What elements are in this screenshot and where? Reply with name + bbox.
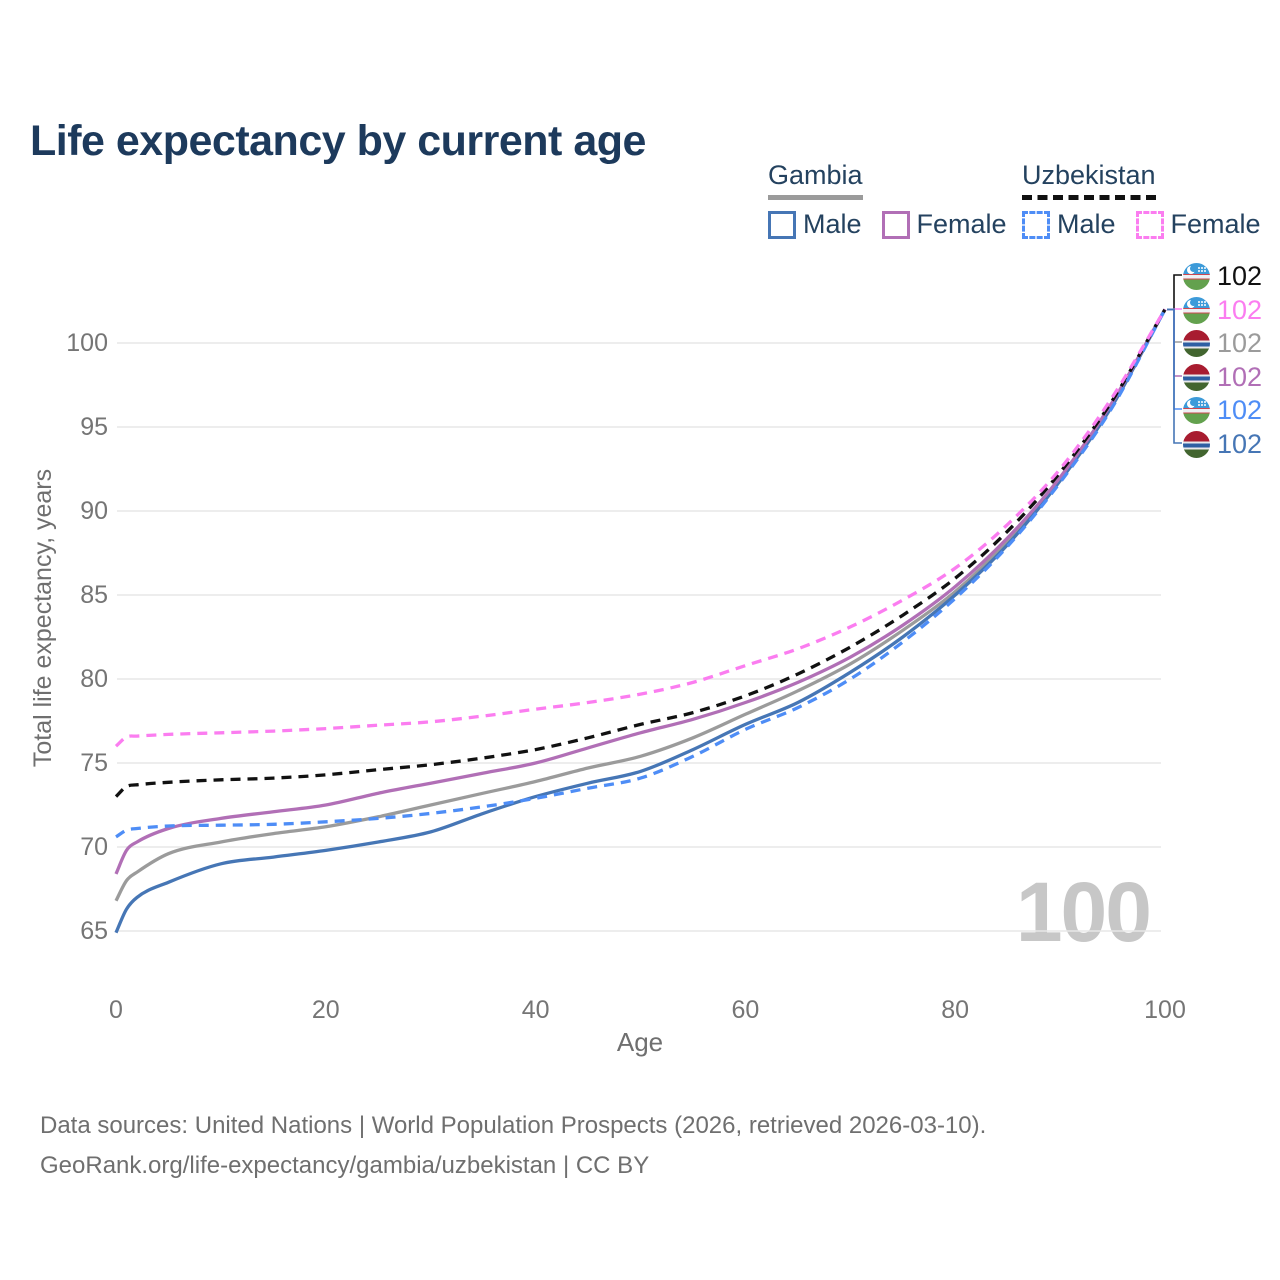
series-line-gambia-female[interactable] [114, 308, 1167, 875]
legend-row-uzbekistan: Male Female [1022, 209, 1280, 240]
legend-country-uzbekistan[interactable]: Uzbekistan [1022, 160, 1156, 200]
footer: Data sources: United Nations | World Pop… [40, 1106, 986, 1186]
legend-country-gambia[interactable]: Gambia [768, 160, 863, 200]
hovered-age-watermark: 100 [1015, 865, 1152, 959]
legend-swatch-uzbekistan-male[interactable] [1022, 210, 1050, 239]
legend-label-uzbekistan-male[interactable]: Male [1057, 209, 1116, 239]
legend-swatch-uzbekistan-female[interactable] [1135, 210, 1164, 239]
legend-label-gambia-female[interactable]: Female [916, 209, 1007, 239]
end-label-connector [1167, 274, 1182, 311]
legend-row-gambia: Male Female [768, 209, 1027, 240]
legend-swatch-gambia-male[interactable] [768, 210, 796, 239]
footer-data-sources: Data sources: United Nations | World Pop… [40, 1112, 987, 1139]
series-line-gambia-male[interactable] [114, 308, 1167, 934]
page-title: Life expectancy by current age [30, 116, 646, 165]
legend-label-uzbekistan-female[interactable]: Female [1170, 209, 1261, 239]
end-label-connector [1167, 308, 1182, 444]
legend-group-uzbekistan: Uzbekistan Male Female [1022, 160, 1280, 240]
legend-group-gambia: Gambia Male Female [768, 160, 1027, 240]
series-line-uzbekistan-male[interactable] [115, 308, 1167, 839]
series-line-uzbekistan-female[interactable] [114, 308, 1167, 748]
legend-label-gambia-male[interactable]: Male [803, 209, 862, 239]
series-line-uzbekistan[interactable] [114, 308, 1167, 798]
footer-source-url: GeoRank.org/life-expectancy/gambia/uzbek… [40, 1152, 650, 1179]
legend-swatch-gambia-female[interactable] [881, 210, 910, 239]
series-line-gambia[interactable] [114, 308, 1167, 902]
